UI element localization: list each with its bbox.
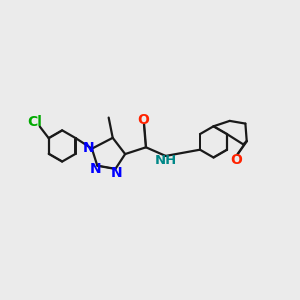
Text: Cl: Cl [28, 115, 43, 129]
Text: NH: NH [155, 154, 177, 167]
Text: N: N [111, 166, 123, 180]
Text: N: N [83, 141, 94, 155]
Text: O: O [230, 152, 242, 167]
Text: N: N [90, 163, 101, 176]
Text: O: O [137, 113, 148, 127]
